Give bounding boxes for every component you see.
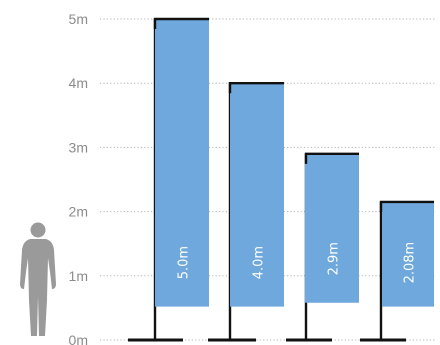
tick-label-4m: 4m xyxy=(69,75,88,91)
flags-group: 5.0m 4.0m 2.9m 2.08m xyxy=(128,17,434,342)
axis-ticks: 0m 1m 2m 3m 4m 5m xyxy=(69,11,88,345)
flag-banner xyxy=(155,19,209,307)
flag-top-arm xyxy=(304,152,359,164)
flag-top-arm xyxy=(153,17,209,29)
flag-height-label: 2.08m xyxy=(403,242,418,284)
tick-label-1m: 1m xyxy=(69,268,88,284)
tick-label-0m: 0m xyxy=(69,332,88,345)
tick-label-2m: 2m xyxy=(69,204,88,220)
flag-height-label: 5.0m xyxy=(177,246,192,279)
flag-top-arm xyxy=(379,200,434,212)
flag-3: 2.9m xyxy=(286,152,359,342)
flag-banner xyxy=(305,153,359,303)
flag-banner xyxy=(382,201,434,307)
tick-label-3m: 3m xyxy=(69,139,88,155)
flag-height-label: 4.0m xyxy=(252,246,267,279)
flag-4: 2.08m xyxy=(360,200,434,342)
flag-banner xyxy=(230,83,284,307)
flag-height-label: 2.9m xyxy=(327,242,342,275)
tick-label-5m: 5m xyxy=(69,11,88,27)
flag-2: 4.0m xyxy=(208,82,284,342)
flag-1: 5.0m xyxy=(128,17,209,342)
person-silhouette-icon xyxy=(20,222,56,336)
flag-top-arm xyxy=(228,82,284,94)
